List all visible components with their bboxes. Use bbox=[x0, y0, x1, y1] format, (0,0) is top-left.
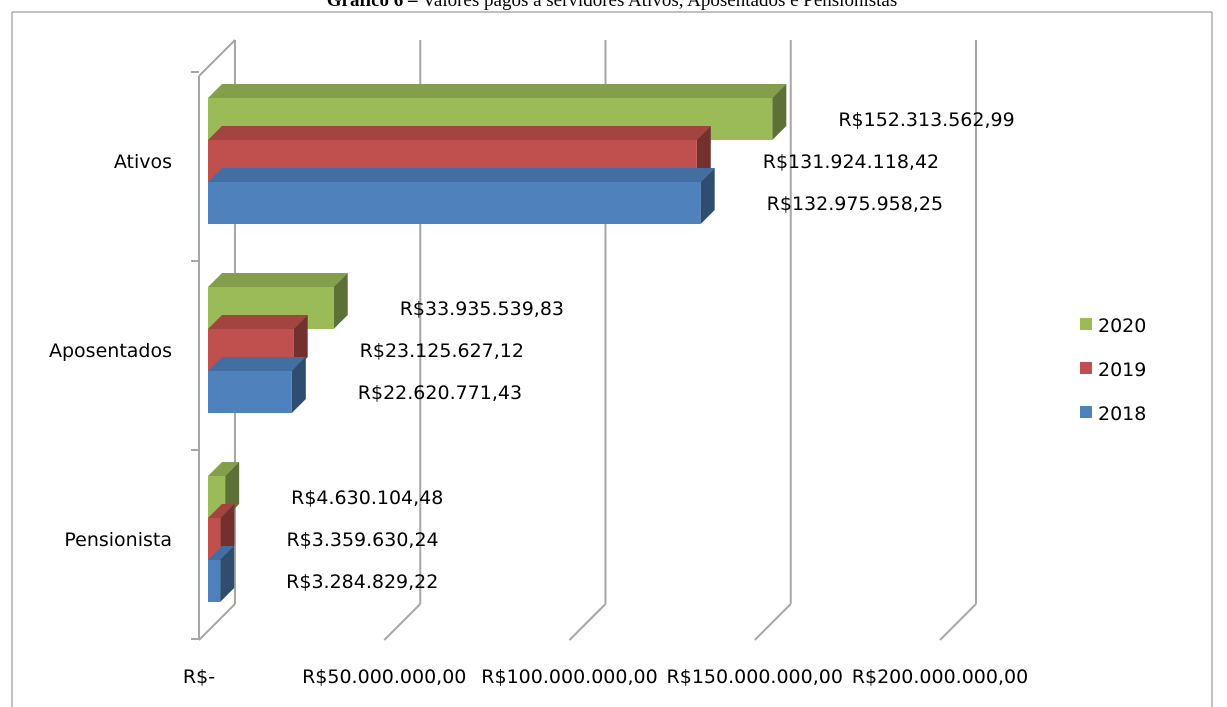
bar-top bbox=[208, 357, 306, 371]
data-label: R$22.620.771,43 bbox=[358, 382, 522, 404]
bar-top bbox=[208, 462, 240, 476]
floor-gridline bbox=[198, 603, 236, 641]
bar-top bbox=[208, 273, 348, 287]
bar-side bbox=[220, 546, 235, 602]
category-label: Pensionista bbox=[64, 529, 172, 551]
bar-top bbox=[208, 546, 235, 560]
chart-title: Gráfico 6 – Valores pagos a servidores A… bbox=[327, 0, 897, 11]
data-label: R$152.313.562,99 bbox=[838, 109, 1014, 131]
legend-swatch bbox=[1080, 406, 1092, 418]
data-label: R$3.284.829,22 bbox=[286, 571, 438, 593]
data-label: R$131.924.118,42 bbox=[763, 151, 939, 173]
chart-border bbox=[11, 11, 1213, 707]
bar bbox=[208, 560, 221, 602]
x-tick-label: R$50.000.000,00 bbox=[302, 666, 466, 688]
y-axis-top bbox=[198, 39, 236, 77]
bar-side bbox=[333, 273, 348, 329]
floor-gridline bbox=[939, 603, 977, 641]
x-tick-label: R$200.000.000,00 bbox=[852, 666, 1028, 688]
legend-swatch bbox=[1080, 318, 1092, 330]
bar-side bbox=[700, 168, 715, 224]
data-label: R$33.935.539,83 bbox=[400, 298, 564, 320]
bar-side bbox=[291, 357, 306, 413]
floor-gridline bbox=[754, 603, 792, 641]
data-label: R$4.630.104,48 bbox=[291, 487, 443, 509]
data-label: R$23.125.627,12 bbox=[360, 340, 524, 362]
legend-label: 2018 bbox=[1098, 403, 1146, 425]
category-label: Ativos bbox=[114, 151, 172, 173]
bar bbox=[208, 182, 701, 224]
category-label: Aposentados bbox=[49, 340, 172, 362]
x-tick-label: R$100.000.000,00 bbox=[481, 666, 657, 688]
legend-label: 2020 bbox=[1098, 315, 1146, 337]
data-label: R$3.359.630,24 bbox=[286, 529, 438, 551]
floor-gridline bbox=[568, 603, 607, 641]
legend-swatch bbox=[1080, 362, 1092, 374]
bar-top bbox=[208, 504, 235, 518]
bar-top bbox=[208, 315, 308, 329]
bar bbox=[208, 371, 292, 413]
bar-top bbox=[208, 84, 787, 98]
legend-label: 2019 bbox=[1098, 359, 1146, 381]
x-tick-label: R$150.000.000,00 bbox=[667, 666, 843, 688]
floor-gridline bbox=[383, 603, 421, 641]
bar-top bbox=[208, 126, 711, 140]
x-tick-label: R$- bbox=[183, 666, 215, 688]
bar-top bbox=[208, 168, 715, 182]
data-label: R$132.975.958,25 bbox=[767, 193, 943, 215]
bar-side bbox=[772, 84, 787, 140]
bar bbox=[208, 518, 221, 560]
